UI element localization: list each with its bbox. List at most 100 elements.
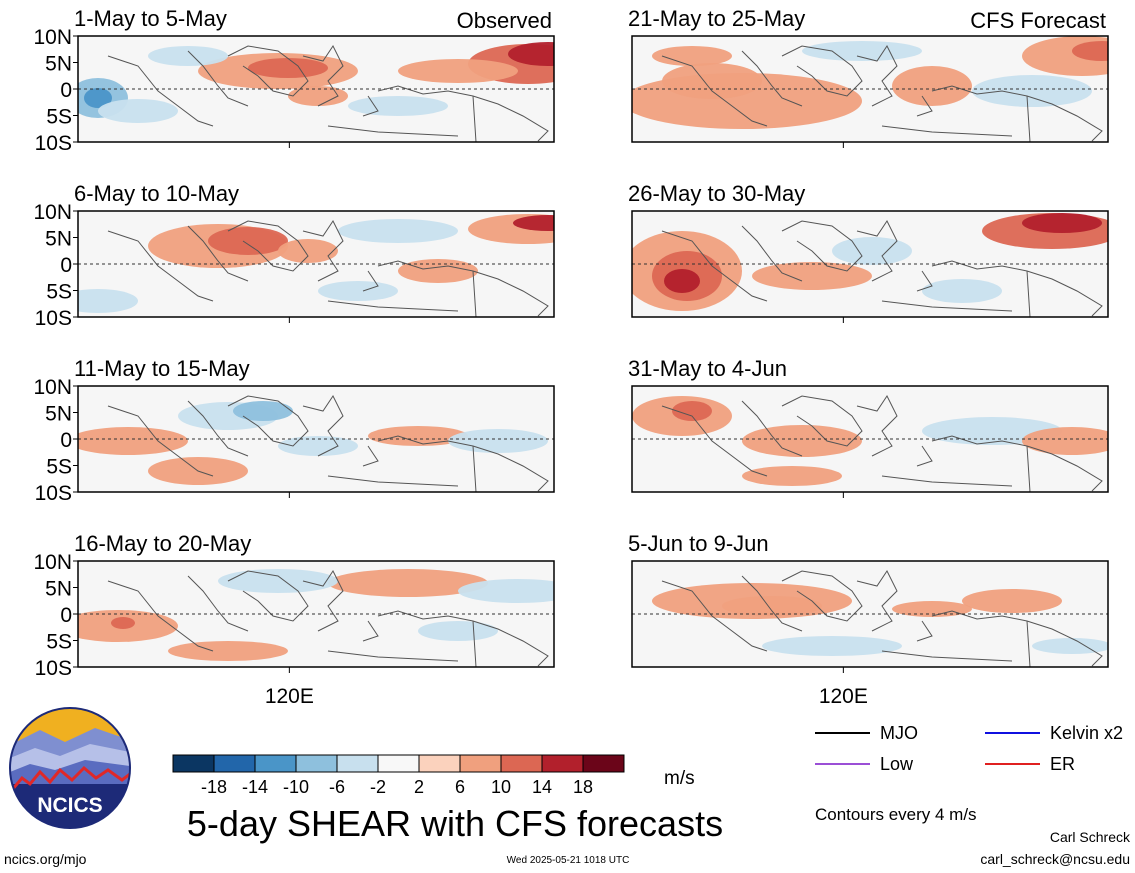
panel-title: 21-May to 25-May	[628, 6, 805, 31]
coastline	[107, 220, 549, 317]
shear-shading	[742, 466, 842, 486]
footer-email: carl_schreck@ncsu.edu	[980, 851, 1130, 867]
y-tick-label: 5N	[45, 53, 72, 76]
shear-shading	[288, 86, 348, 106]
y-tick-label: 0	[60, 254, 72, 277]
shear-shading	[962, 589, 1062, 613]
panels-grid: 10N 5N 0 5S 10S 1-May to 5-May Observed 10N 5N 0 5…	[33, 6, 1109, 708]
shear-shading	[338, 219, 458, 243]
panel-title: 26-May to 30-May	[628, 181, 805, 206]
shear-shading	[1072, 41, 1108, 61]
colorbar-label: 10	[491, 777, 511, 797]
panel-2: 10N 5N 0 5S 10S 6-May to 10-May	[33, 181, 555, 330]
main-title: 5-day SHEAR with CFS forecasts	[187, 803, 723, 844]
panel-6: 26-May to 30-May	[628, 181, 1109, 323]
shear-shading	[168, 641, 288, 661]
colorbar-swatch	[172, 754, 215, 773]
y-tick-label: 10N	[33, 201, 72, 224]
panel-map	[632, 36, 1108, 142]
legend-label: Low	[880, 754, 914, 774]
footer-timestamp: Wed 2025-05-21 1018 UTC	[507, 855, 630, 866]
panel-map	[78, 561, 554, 667]
shear-shading	[348, 96, 448, 116]
panel-title: 1-May to 5-May	[74, 6, 227, 31]
shear-shading	[318, 281, 398, 301]
contour-note: Contours every 4 m/s	[815, 805, 977, 824]
shear-shading	[722, 596, 822, 616]
colorbar-label: 18	[573, 777, 593, 797]
shear-shading	[1022, 427, 1108, 455]
shear-shading	[98, 99, 178, 123]
panel-frame	[631, 385, 1109, 493]
shear-shading	[762, 636, 902, 656]
shear-shading	[448, 429, 548, 453]
y-tick-label: 10N	[33, 551, 72, 574]
shear-shading	[278, 239, 338, 263]
y-tick-label: 10S	[35, 307, 72, 330]
panel-5: 21-May to 25-May CFS Forecast	[628, 6, 1109, 148]
colorbar-label: 6	[455, 777, 465, 797]
panel-label: Observed	[457, 8, 552, 33]
ncics-logo: NCICS	[9, 707, 131, 829]
shear-shading	[972, 75, 1092, 107]
panel-1: 10N 5N 0 5S 10S 1-May to 5-May Observed	[33, 6, 555, 155]
legend-label: MJO	[880, 723, 918, 743]
shear-shading	[672, 401, 712, 421]
colorbar-swatch	[541, 754, 584, 773]
colorbar: -18 -14 -10 -6 -2 2 6 10 14 18	[172, 754, 625, 797]
panel-map	[632, 386, 1108, 492]
y-tick-label: 10N	[33, 376, 72, 399]
logo-art	[10, 708, 130, 828]
legend-label: Kelvin x2	[1050, 723, 1123, 743]
shear-shading	[398, 59, 518, 83]
colorbar-unit: m/s	[664, 768, 695, 789]
shear-shading	[892, 601, 972, 617]
colorbar-swatch	[336, 754, 379, 773]
shear-shading	[513, 215, 554, 231]
shear-shading	[508, 42, 554, 66]
coastline	[661, 220, 1103, 317]
y-tick-label: 5S	[46, 631, 72, 654]
panel-frame	[631, 35, 1109, 143]
y-tick-label: 10S	[35, 657, 72, 680]
y-tick-label: 0	[60, 429, 72, 452]
colorbar-label: -10	[283, 777, 309, 797]
colorbar-label: 14	[532, 777, 552, 797]
y-tick-label: 10S	[35, 482, 72, 505]
shear-shading	[892, 66, 972, 106]
shear-shading	[328, 569, 488, 597]
coastline	[661, 570, 1103, 667]
colorbar-swatch	[418, 754, 461, 773]
shear-shading	[832, 237, 912, 265]
y-tick-label: 5S	[46, 456, 72, 479]
x-axis-label: 120E	[265, 685, 314, 708]
legend-label: ER	[1050, 754, 1075, 774]
y-tick-label: 5N	[45, 228, 72, 251]
shear-shading	[233, 401, 293, 421]
footer-author: Carl Schreck	[1050, 829, 1131, 845]
shear-shading	[458, 579, 554, 603]
panel-map	[78, 211, 554, 317]
shear-shading	[208, 227, 288, 255]
logo-text: NCICS	[37, 794, 102, 817]
panel-8: 5-Jun to 9-Jun 120E	[628, 531, 1109, 708]
panel-map	[78, 386, 554, 492]
shear-shading	[248, 58, 328, 78]
shear-shading	[1032, 638, 1108, 654]
panel-title: 31-May to 4-Jun	[628, 356, 787, 381]
shear-shading	[922, 279, 1002, 303]
coastline	[661, 45, 1103, 142]
shear-shading	[148, 46, 228, 66]
colorbar-swatch	[377, 754, 420, 773]
panel-4: 10N 5N 0 5S 10S 16-May to 20-May 120E	[33, 531, 555, 708]
shear-shading	[418, 621, 498, 641]
panel-map	[632, 561, 1108, 667]
panel-7: 31-May to 4-Jun	[628, 356, 1109, 498]
panel-title: 16-May to 20-May	[74, 531, 251, 556]
colorbar-label: 2	[414, 777, 424, 797]
x-axis-label: 120E	[819, 685, 868, 708]
y-tick-label: 5N	[45, 403, 72, 426]
shear-shading	[84, 88, 112, 108]
coastline	[107, 45, 549, 142]
panel-map	[78, 36, 554, 142]
